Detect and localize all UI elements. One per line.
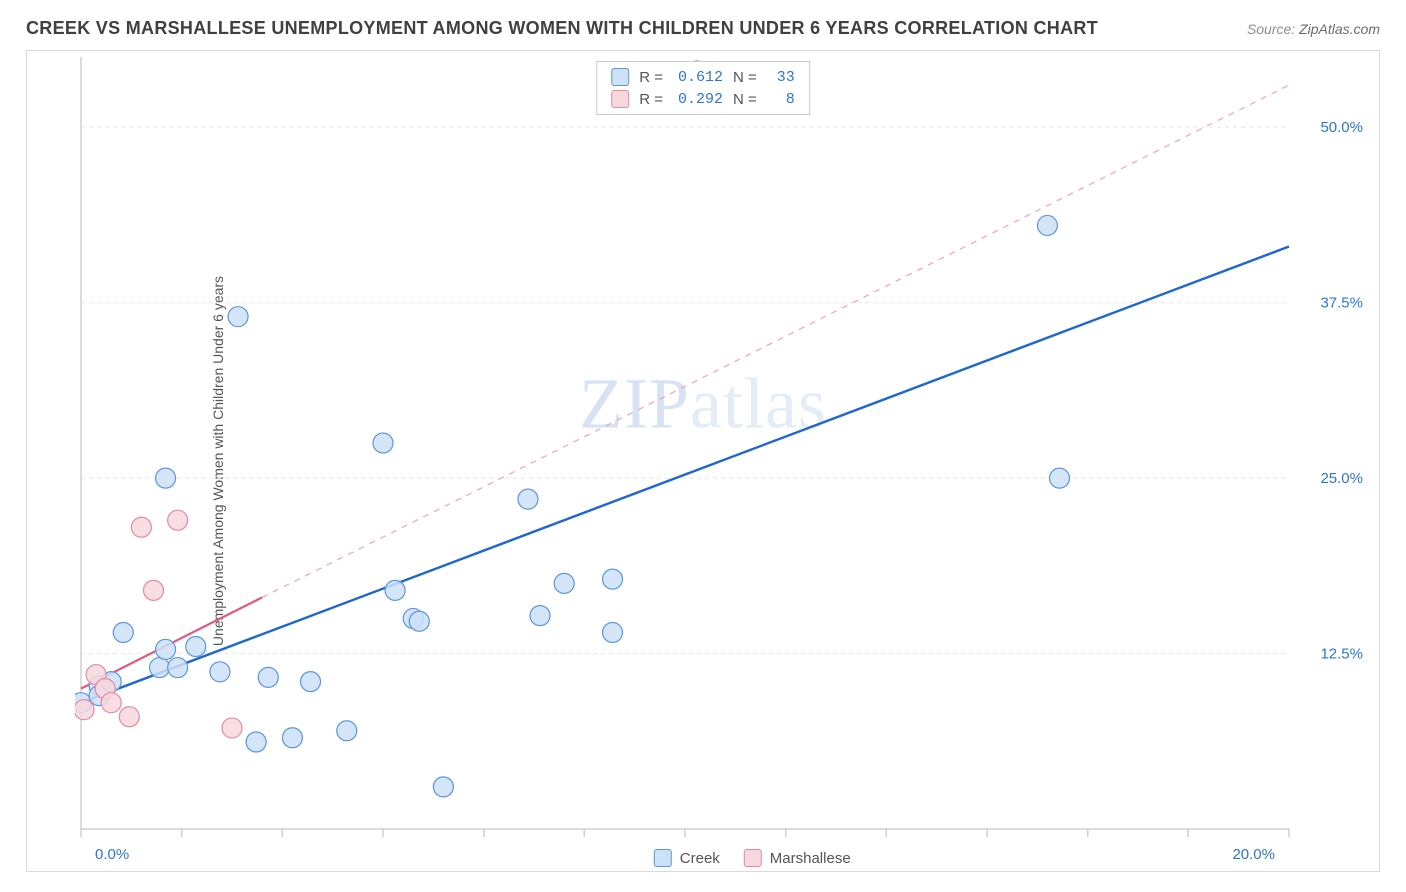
data-point[interactable] xyxy=(603,569,623,589)
legend-swatch xyxy=(611,90,629,108)
source-link[interactable]: ZipAtlas.com xyxy=(1299,21,1380,37)
data-point[interactable] xyxy=(113,622,133,642)
data-point[interactable] xyxy=(150,658,170,678)
page-title: CREEK VS MARSHALLESE UNEMPLOYMENT AMONG … xyxy=(26,18,1098,39)
legend-r-value: 0.612 xyxy=(673,69,723,86)
data-point[interactable] xyxy=(131,517,151,537)
x-tick-label: 20.0% xyxy=(1232,846,1275,863)
data-point[interactable] xyxy=(603,622,623,642)
scatter-plot: 12.5% 25.0% 37.5% 50.0% 0.0% 20.0% xyxy=(75,51,1379,871)
data-point[interactable] xyxy=(156,639,176,659)
legend-swatch xyxy=(654,849,672,867)
data-point[interactable] xyxy=(246,732,266,752)
data-point[interactable] xyxy=(433,777,453,797)
legend-row: R = 0.612 N = 33 xyxy=(597,66,809,88)
x-tick-label: 0.0% xyxy=(95,846,129,863)
legend-n-label: N = xyxy=(733,69,757,86)
legend-n-value: 8 xyxy=(767,91,795,108)
legend-r-value: 0.292 xyxy=(673,91,723,108)
y-tick-label: 25.0% xyxy=(1320,470,1363,487)
legend-series-item[interactable]: Marshallese xyxy=(744,849,851,867)
source-label: Source: xyxy=(1247,21,1295,37)
legend-swatch xyxy=(611,68,629,86)
data-point[interactable] xyxy=(168,658,188,678)
legend-correlation: R = 0.612 N = 33 R = 0.292 N = 8 xyxy=(596,61,810,115)
data-point[interactable] xyxy=(143,580,163,600)
chart-container: Unemployment Among Women with Children U… xyxy=(26,50,1380,872)
y-tick-label: 12.5% xyxy=(1320,646,1363,663)
legend-n-value: 33 xyxy=(767,69,795,86)
data-point[interactable] xyxy=(518,489,538,509)
data-point[interactable] xyxy=(75,700,94,720)
legend-swatch xyxy=(744,849,762,867)
y-tick-label: 50.0% xyxy=(1320,119,1363,136)
data-point[interactable] xyxy=(385,580,405,600)
data-point[interactable] xyxy=(301,672,321,692)
data-point[interactable] xyxy=(337,721,357,741)
legend-series-label: Marshallese xyxy=(770,850,851,867)
data-point[interactable] xyxy=(409,611,429,631)
legend-series-label: Creek xyxy=(680,850,720,867)
y-tick-label: 37.5% xyxy=(1320,295,1363,312)
data-point[interactable] xyxy=(168,510,188,530)
data-point[interactable] xyxy=(156,468,176,488)
data-point[interactable] xyxy=(373,433,393,453)
legend-row: R = 0.292 N = 8 xyxy=(597,88,809,110)
data-point[interactable] xyxy=(119,707,139,727)
data-point[interactable] xyxy=(258,667,278,687)
data-point[interactable] xyxy=(530,606,550,626)
data-point[interactable] xyxy=(228,307,248,327)
source-attr: Source: ZipAtlas.com xyxy=(1247,21,1380,37)
legend-n-label: N = xyxy=(733,91,757,108)
data-point[interactable] xyxy=(101,693,121,713)
legend-series: Creek Marshallese xyxy=(654,849,851,867)
data-point[interactable] xyxy=(210,662,230,682)
data-point[interactable] xyxy=(1049,468,1069,488)
data-point[interactable] xyxy=(222,718,242,738)
data-point[interactable] xyxy=(282,728,302,748)
legend-series-item[interactable]: Creek xyxy=(654,849,720,867)
data-point[interactable] xyxy=(1037,215,1057,235)
data-point[interactable] xyxy=(554,573,574,593)
data-point[interactable] xyxy=(186,637,206,657)
legend-r-label: R = xyxy=(639,91,663,108)
legend-r-label: R = xyxy=(639,69,663,86)
